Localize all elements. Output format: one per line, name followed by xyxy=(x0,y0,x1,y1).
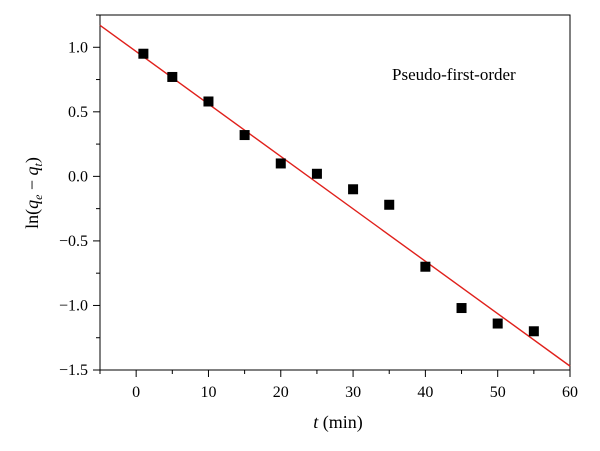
x-axis-label: t (min) xyxy=(313,412,363,433)
plot-frame xyxy=(99,14,571,371)
x-tick-label: 20 xyxy=(273,384,289,401)
annotation-label: Pseudo-first-order xyxy=(392,65,516,84)
data-point xyxy=(456,303,467,314)
y-tick-label: −0.5 xyxy=(59,233,88,250)
data-point xyxy=(275,158,286,169)
data-point xyxy=(492,318,503,329)
y-tick-label: 0.5 xyxy=(68,104,88,121)
data-point xyxy=(311,168,322,179)
data-points-layer xyxy=(138,48,539,337)
y-tick-label: 1.0 xyxy=(68,39,88,56)
x-tick-label: 40 xyxy=(417,384,433,401)
x-axis-ticks: 0 10 20 30 40 50 60 xyxy=(99,370,578,401)
y-axis-label: ln(qe − qt) xyxy=(22,157,45,229)
data-point xyxy=(203,96,214,107)
data-point xyxy=(239,130,250,141)
x-tick-label: 60 xyxy=(562,384,578,401)
x-tick-label: 10 xyxy=(200,384,216,401)
y-tick-label: 0.0 xyxy=(68,168,88,185)
y-tick-label: −1.0 xyxy=(59,297,88,314)
fit-line xyxy=(99,24,571,367)
data-point xyxy=(138,48,149,59)
data-point xyxy=(167,71,178,82)
data-point xyxy=(348,184,359,195)
data-point xyxy=(384,199,395,210)
y-axis-ticks: −1.5 −1.0 −0.5 0.0 0.5 1.0 xyxy=(59,14,100,379)
x-tick-label: 50 xyxy=(490,384,506,401)
y-tick-label: −1.5 xyxy=(59,362,88,379)
x-tick-label: 30 xyxy=(345,384,361,401)
data-point xyxy=(420,261,431,272)
data-point xyxy=(528,326,539,337)
x-tick-label: 0 xyxy=(132,384,140,401)
fit-line-layer xyxy=(99,24,571,367)
